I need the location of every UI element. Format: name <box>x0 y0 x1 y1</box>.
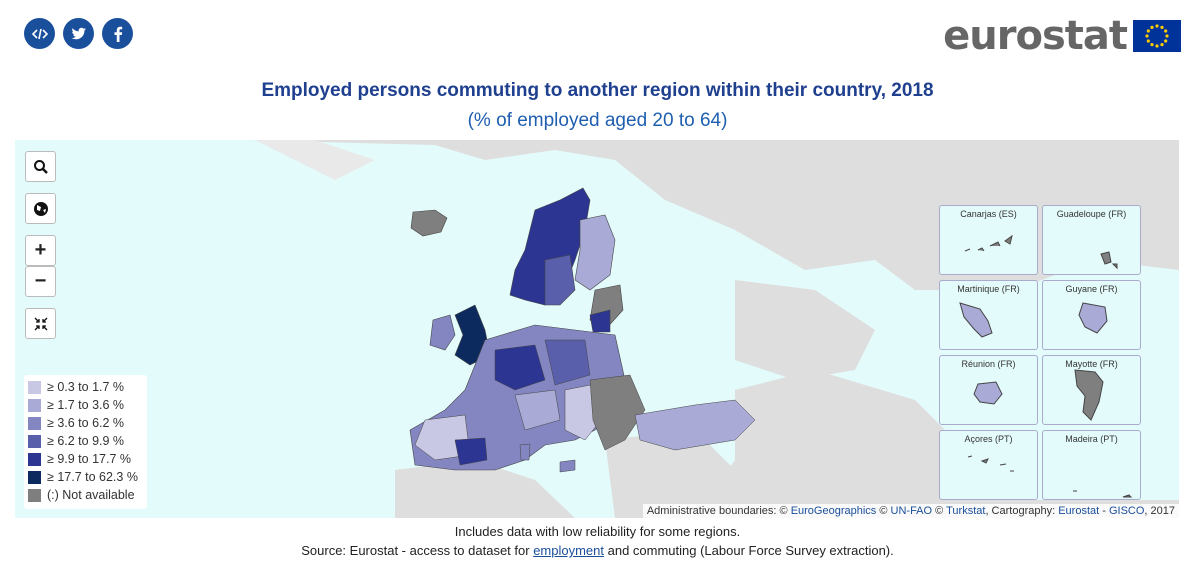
attribution-cartography: , Cartography: <box>985 505 1059 517</box>
legend-swatch <box>28 434 41 448</box>
map-legend: ≥ 0.3 to 1.7 % ≥ 1.7 to 3.6 % ≥ 3.6 to 6.2… <box>24 375 147 509</box>
legend-label: ≥ 0.3 to 1.7 % <box>47 380 125 394</box>
inset-map: Réunion (FR) <box>939 355 1038 425</box>
logo-text: eurostat <box>943 13 1128 59</box>
attribution-year: , 2017 <box>1144 505 1175 517</box>
facebook-icon <box>114 26 122 42</box>
inset-label: Mayotte (FR) <box>1065 359 1118 369</box>
embed-button[interactable] <box>24 18 55 49</box>
eu-flag-icon <box>1133 20 1181 52</box>
zoom-out-button[interactable]: − <box>25 266 56 297</box>
attribution-sep: © <box>876 505 891 517</box>
search-button[interactable] <box>25 151 56 182</box>
inset-shape <box>964 234 1013 252</box>
inset-shape <box>1100 251 1118 270</box>
legend-item: ≥ 1.7 to 3.6 % <box>28 396 147 414</box>
inset-shape <box>1074 369 1104 421</box>
search-icon <box>33 159 48 174</box>
facebook-button[interactable] <box>102 18 133 49</box>
inset-map: Martinique (FR) <box>939 280 1038 350</box>
reliability-note: Includes data with low reliability for s… <box>454 524 741 539</box>
inset-label: Réunion (FR) <box>961 359 1016 369</box>
globe-icon <box>33 201 48 216</box>
inset-label: Guyane (FR) <box>1065 284 1118 294</box>
twitter-button[interactable] <box>63 18 94 49</box>
legend-label: ≥ 17.7 to 62.3 % <box>47 470 138 484</box>
legend-label: ≥ 9.9 to 17.7 % <box>47 452 131 466</box>
eurogeographics-link[interactable]: EuroGeographics <box>790 505 877 517</box>
legend-swatch <box>28 452 41 466</box>
twitter-icon <box>71 27 86 39</box>
inset-map: Canarjas (ES) <box>939 205 1038 275</box>
attribution-sep: © <box>932 505 947 517</box>
attribution-prefix: Administrative boundaries: © <box>646 505 791 517</box>
legend-item: (:) Not available <box>28 486 147 504</box>
legend-swatch <box>28 470 41 484</box>
source-line: Source: Eurostat - access to dataset for… <box>0 543 1195 558</box>
legend-swatch <box>28 488 41 502</box>
legend-item: ≥ 0.3 to 1.7 % <box>28 378 147 396</box>
legend-label: ≥ 1.7 to 3.6 % <box>47 398 125 412</box>
inset-shape <box>1073 490 1133 498</box>
legend-swatch <box>28 416 41 430</box>
reset-extent-button[interactable] <box>25 308 56 339</box>
inset-map: Guadeloupe (FR) <box>1042 205 1141 275</box>
inset-map: Mayotte (FR) <box>1042 355 1141 425</box>
legend-swatch <box>28 398 41 412</box>
inset-label: Canarjas (ES) <box>960 209 1017 219</box>
source-prefix: Source: Eurostat - access to dataset for <box>301 543 534 558</box>
globe-button[interactable] <box>25 193 56 224</box>
inset-label: Madeira (PT) <box>1065 434 1118 444</box>
inset-shape <box>967 455 1014 472</box>
inset-shape <box>973 381 1003 405</box>
inset-map: Madeira (PT) <box>1042 430 1141 500</box>
zoom-in-button[interactable]: + <box>25 235 56 266</box>
attribution: Administrative boundaries: © EuroGeograp… <box>642 504 1179 518</box>
employment-link[interactable]: employment <box>533 543 604 558</box>
eurostat-link[interactable]: Eurostat <box>1058 505 1100 517</box>
gisco-link[interactable]: GISCO <box>1108 505 1145 517</box>
turkstat-link[interactable]: Turkstat <box>946 505 986 517</box>
legend-item: ≥ 3.6 to 6.2 % <box>28 414 147 432</box>
inset-map: Açores (PT) <box>939 430 1038 500</box>
legend-item: ≥ 6.2 to 9.9 % <box>28 432 147 450</box>
legend-label: (:) Not available <box>47 488 135 502</box>
chart-subtitle: (% of employed aged 20 to 64) <box>467 110 728 131</box>
legend-item: ≥ 17.7 to 62.3 % <box>28 468 147 486</box>
unfao-link[interactable]: UN-FAO <box>890 505 933 517</box>
inset-label: Guadeloupe (FR) <box>1056 209 1127 219</box>
attribution-dash: - <box>1099 505 1109 517</box>
legend-label: ≥ 6.2 to 9.9 % <box>47 434 125 448</box>
legend-label: ≥ 3.6 to 6.2 % <box>47 416 125 430</box>
inset-label: Açores (PT) <box>964 434 1013 444</box>
inset-shape <box>1078 302 1108 334</box>
inset-label: Martinique (FR) <box>957 284 1020 294</box>
legend-item: ≥ 9.9 to 17.7 % <box>28 450 147 468</box>
collapse-arrows-icon <box>34 317 47 330</box>
eurostat-logo[interactable]: eurostat <box>943 14 1181 58</box>
code-icon <box>31 28 48 39</box>
inset-shape <box>959 302 993 338</box>
source-suffix: and commuting (Labour Force Survey extra… <box>604 543 894 558</box>
legend-swatch <box>28 380 41 394</box>
chart-title: Employed persons commuting to another re… <box>261 80 934 101</box>
inset-map: Guyane (FR) <box>1042 280 1141 350</box>
map-area[interactable]: + − ≥ 0.3 to 1.7 % ≥ 1.7 to 3.6 % ≥ 3.6 to… <box>15 140 1179 518</box>
